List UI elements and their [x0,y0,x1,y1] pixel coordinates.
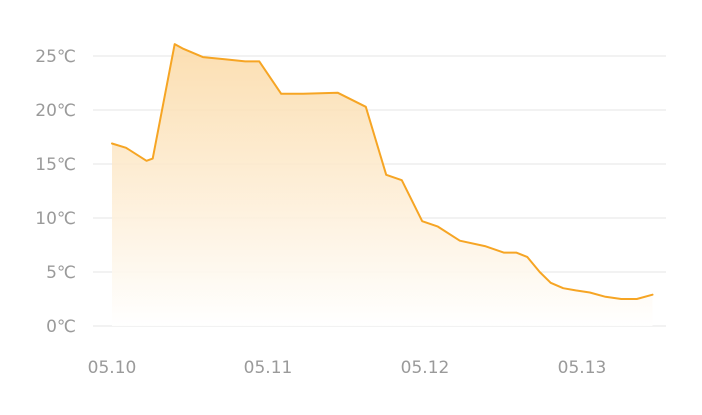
series-area [112,44,653,326]
y-tick-label: 5℃ [46,263,76,283]
y-axis-ticks: 0℃ 5℃ 10℃ 15℃ 20℃ 25℃ [35,47,76,337]
series-line [111,43,654,300]
y-tick-label: 0℃ [46,317,76,337]
y-tick-label: 25℃ [35,47,76,67]
series-layer [111,43,654,326]
x-tick-label: 05.12 [401,358,450,378]
y-tick-label: 20℃ [35,101,76,121]
y-tick-label: 10℃ [35,209,76,229]
y-tick-label: 15℃ [35,155,76,175]
x-tick-label: 05.13 [558,358,607,378]
x-tick-label: 05.10 [88,358,137,378]
x-tick-label: 05.11 [244,358,293,378]
x-axis-ticks: 05.10 05.11 05.12 05.13 [88,358,607,378]
